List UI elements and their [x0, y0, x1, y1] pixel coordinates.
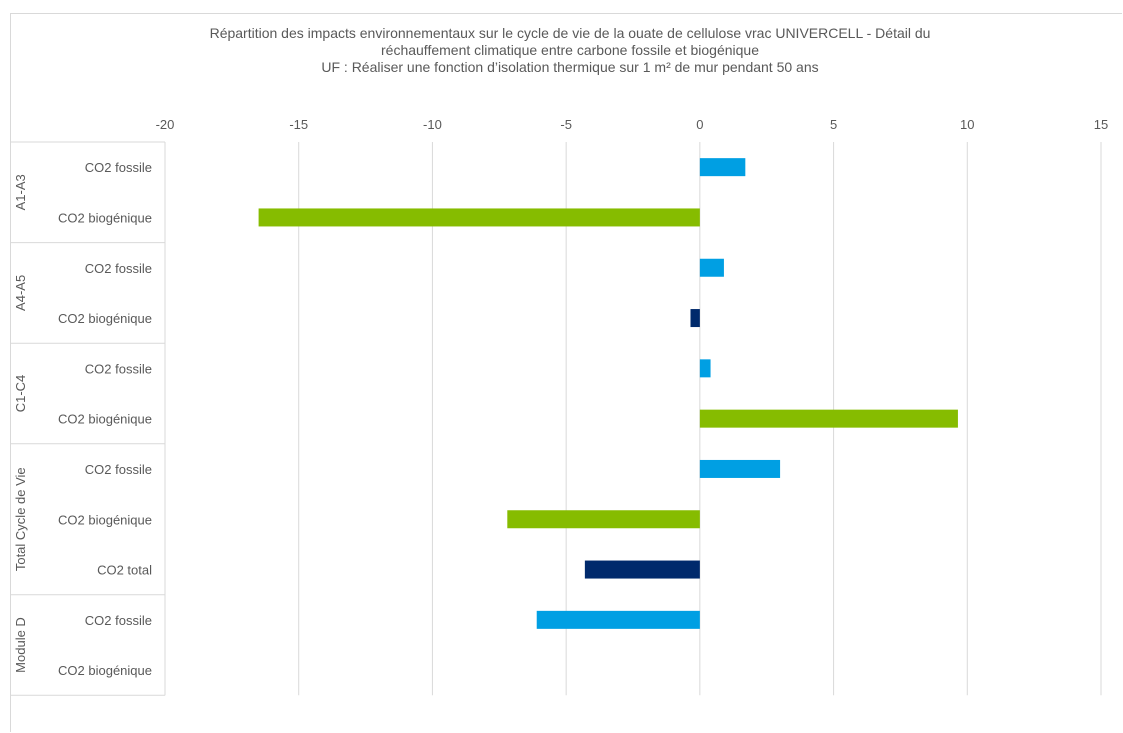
- bar-a4-a5-0: [699, 258, 724, 277]
- group-label: C1-C4: [13, 375, 28, 413]
- row-label: CO2 biogénique: [58, 210, 152, 225]
- row-label: CO2 fossile: [85, 160, 152, 175]
- x-tick-label: 0: [696, 117, 703, 132]
- row-label: CO2 fossile: [85, 462, 152, 477]
- bar-a1-a3-0: [699, 158, 746, 177]
- row-label: CO2 biogénique: [58, 412, 152, 427]
- x-tick-label: 10: [960, 117, 974, 132]
- group-label: Module D: [13, 617, 28, 673]
- bar-a4-a5-1: [690, 309, 700, 328]
- bar-a1-a3-1: [258, 208, 700, 227]
- row-label: CO2 biogénique: [58, 311, 152, 326]
- x-tick-label: 5: [830, 117, 837, 132]
- bar-c1-c4-0: [699, 359, 711, 378]
- row-label: CO2 fossile: [85, 361, 152, 376]
- chart-title-line-1: Répartition des impacts environnementaux…: [209, 25, 931, 41]
- x-tick-label: 15: [1094, 117, 1108, 132]
- row-label: CO2 fossile: [85, 261, 152, 276]
- bar-module-d-0: [536, 610, 700, 629]
- bar-c1-c4-1: [699, 409, 958, 428]
- bar-total-cycle-de-vie-0: [699, 459, 781, 478]
- row-label: CO2 total: [97, 563, 152, 578]
- bar-total-cycle-de-vie-1: [507, 510, 700, 529]
- bar-total-cycle-de-vie-2: [584, 560, 700, 579]
- group-label: A4-A5: [13, 275, 28, 311]
- x-tick-label: -10: [423, 117, 442, 132]
- row-label: CO2 biogénique: [58, 663, 152, 678]
- chart-title: Répartition des impacts environnementaux…: [120, 25, 1020, 76]
- chart-frame: [10, 13, 1122, 732]
- group-label: A1-A3: [13, 174, 28, 210]
- chart-title-line-3: UF : Réaliser une fonction d’isolation t…: [321, 59, 819, 75]
- x-tick-label: -20: [156, 117, 175, 132]
- row-label: CO2 fossile: [85, 613, 152, 628]
- x-tick-label: -15: [289, 117, 308, 132]
- group-label: Total Cycle de Vie: [13, 467, 28, 571]
- chart-title-line-2: réchauffement climatique entre carbone f…: [381, 42, 759, 58]
- row-label: CO2 biogénique: [58, 512, 152, 527]
- x-tick-label: -5: [560, 117, 572, 132]
